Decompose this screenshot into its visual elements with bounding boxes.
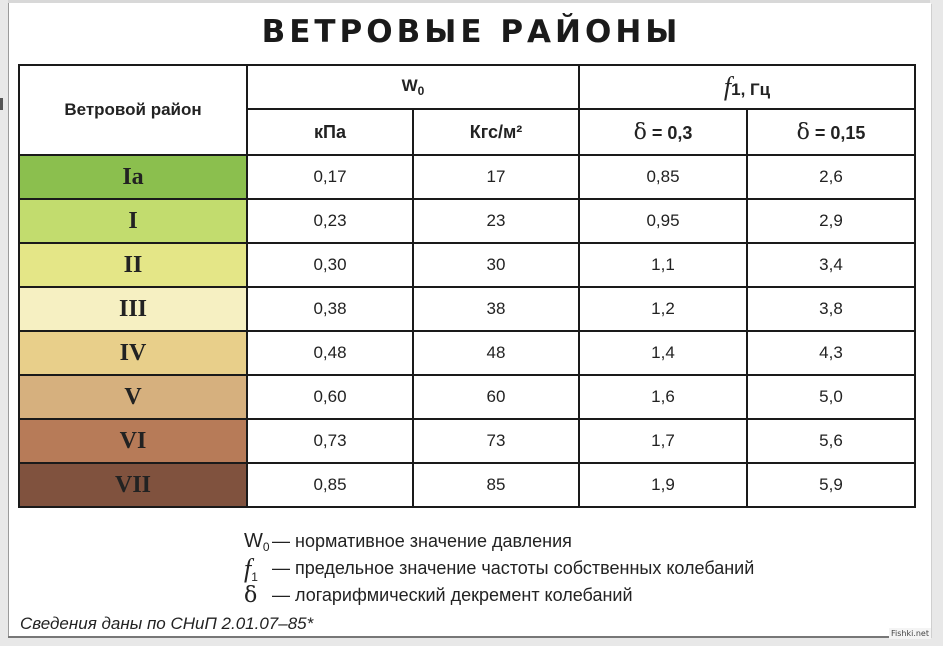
freq-delta-03-cell: 1,6 [578, 374, 748, 420]
header-delta-03: δ = 0,3 [578, 108, 748, 156]
kpa-cell: 0,85 [246, 462, 414, 508]
legend-text: — предельное значение частоты собственны… [272, 558, 755, 578]
header-row-sub: кПа Кгс/м² δ = 0,3 δ = 0,15 [19, 108, 916, 156]
region-cell: III [18, 286, 248, 332]
kgs-cell: 38 [412, 286, 580, 332]
legend-text: — логарифмический декремент колебаний [272, 585, 633, 605]
kpa-cell: 0,30 [246, 242, 414, 288]
w-symbol: W [401, 76, 418, 95]
kpa-cell: 0,23 [246, 198, 414, 244]
delta-symbol: δ [796, 119, 810, 145]
kgs-cell: 73 [412, 418, 580, 464]
watermark: Fishki.net [888, 628, 931, 639]
freq-delta-015-cell: 4,3 [746, 330, 916, 376]
kgs-cell: 85 [412, 462, 580, 508]
legend-symbol: W0 [244, 529, 270, 554]
kpa-cell: 0,17 [246, 154, 414, 200]
region-cell: IV [18, 330, 248, 376]
kgs-cell: 17 [412, 154, 580, 200]
freq-delta-015-cell: 2,9 [746, 198, 916, 244]
table-body: Ia 0,17 17 0,85 2,6 I 0,23 23 0,95 2,9 II 0,30 30 1,1… [18, 154, 916, 508]
f-symbol: f [723, 72, 732, 101]
table-row: II 0,30 30 1,1 3,4 [18, 242, 916, 288]
freq-delta-03-cell: 1,2 [578, 286, 748, 332]
freq-delta-03-cell: 1,1 [578, 242, 748, 288]
region-cell: V [18, 374, 248, 420]
kgs-cell: 60 [412, 374, 580, 420]
delta-value: = 0,15 [809, 122, 866, 143]
header-kpa: кПа [246, 108, 414, 156]
region-cell: VI [18, 418, 248, 464]
region-cell: I [18, 198, 248, 244]
legend-symbol: f1 [244, 553, 258, 584]
delta-symbol: δ [633, 119, 647, 145]
left-edge-mark [0, 98, 3, 110]
legend-item-delta: δ — логарифмический декремент колебаний [244, 582, 754, 609]
table-row: I 0,23 23 0,95 2,9 [18, 198, 916, 244]
legend: W0 — нормативное значение давления f1 — … [244, 528, 754, 609]
kgs-cell: 23 [412, 198, 580, 244]
page-title: ВЕТРОВЫЕ РАЙОНЫ [261, 14, 682, 50]
table-row: IV 0,48 48 1,4 4,3 [18, 330, 916, 376]
top-border [8, 0, 930, 3]
kpa-cell: 0,38 [246, 286, 414, 332]
kpa-cell: 0,73 [246, 418, 414, 464]
table-row: V 0,60 60 1,6 5,0 [18, 374, 916, 420]
source-note: Сведения даны по СНиП 2.01.07–85* [20, 614, 314, 633]
delta-value: = 0,3 [646, 122, 693, 143]
header-region: Ветровой район [18, 64, 248, 156]
region-cell: II [18, 242, 248, 288]
header-delta-015: δ = 0,15 [746, 108, 916, 156]
table-row: VII 0,85 85 1,9 5,9 [18, 462, 916, 508]
region-cell: Ia [18, 154, 248, 200]
freq-delta-015-cell: 5,6 [746, 418, 916, 464]
legend-item-w0: W0 — нормативное значение давления [244, 528, 754, 555]
bottom-border [8, 636, 930, 638]
legend-text: — нормативное значение давления [272, 531, 572, 551]
f-subscript: 1 [731, 80, 741, 99]
header-row-top: Ветровой район W0 f1, Гц [18, 64, 916, 156]
freq-delta-03-cell: 1,9 [578, 462, 748, 508]
freq-delta-03-cell: 0,85 [578, 154, 748, 200]
header-f1: f1, Гц [578, 64, 916, 110]
freq-delta-015-cell: 5,0 [746, 374, 916, 420]
table-row: VI 0,73 73 1,7 5,6 [18, 418, 916, 464]
kpa-cell: 0,60 [246, 374, 414, 420]
freq-delta-015-cell: 2,6 [746, 154, 916, 200]
freq-delta-03-cell: 1,4 [578, 330, 748, 376]
header-kgs: Кгс/м² [412, 108, 580, 156]
table-row: Ia 0,17 17 0,85 2,6 [18, 154, 916, 200]
freq-delta-03-cell: 0,95 [578, 198, 748, 244]
wind-regions-table: Ветровой район W0 f1, Гц кПа Кгс/м² δ = … [18, 64, 916, 508]
header-w0: W0 [246, 64, 580, 110]
kpa-cell: 0,48 [246, 330, 414, 376]
freq-delta-015-cell: 3,8 [746, 286, 916, 332]
region-cell: VII [18, 462, 248, 508]
w-subscript: 0 [417, 84, 425, 98]
legend-item-f1: f1 — предельное значение частоты собстве… [244, 553, 755, 584]
kgs-cell: 48 [412, 330, 580, 376]
legend-symbol: δ [244, 583, 258, 608]
f-unit: , Гц [740, 80, 771, 99]
freq-delta-015-cell: 5,9 [746, 462, 916, 508]
freq-delta-03-cell: 1,7 [578, 418, 748, 464]
kgs-cell: 30 [412, 242, 580, 288]
freq-delta-015-cell: 3,4 [746, 242, 916, 288]
table-row: III 0,38 38 1,2 3,8 [18, 286, 916, 332]
